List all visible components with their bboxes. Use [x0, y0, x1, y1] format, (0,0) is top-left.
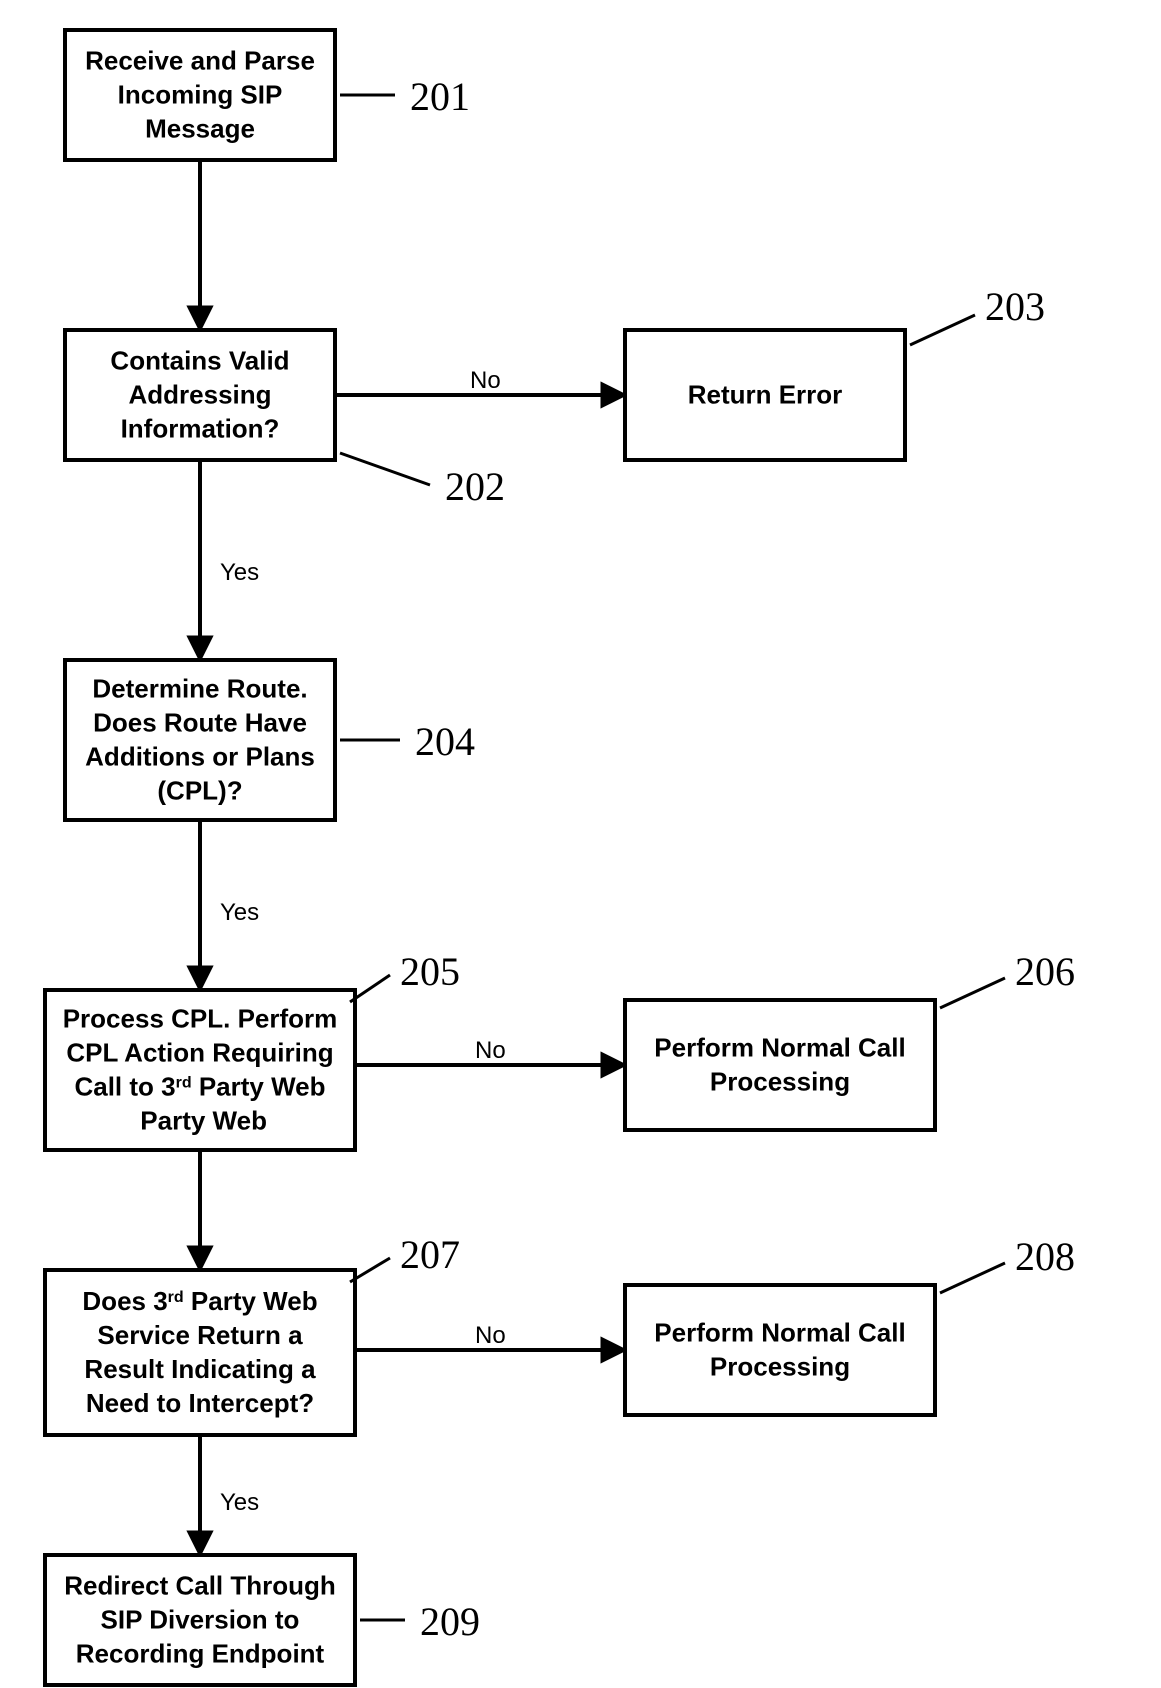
ref-leader-n206 — [940, 978, 1005, 1008]
ref-number-n209: 209 — [420, 1599, 480, 1644]
edge-label-n202-n203: No — [470, 367, 501, 394]
ref-number-n206: 206 — [1015, 949, 1075, 994]
node-n201: Receive and ParseIncoming SIPMessage201 — [65, 30, 470, 160]
node-n205: Process CPL. PerformCPL Action Requiring… — [45, 949, 460, 1150]
ref-number-n205: 205 — [400, 949, 460, 994]
ref-number-n204: 204 — [415, 719, 475, 764]
node-n208: Perform Normal CallProcessing208 — [625, 1234, 1075, 1415]
node-n206: Perform Normal CallProcessing206 — [625, 949, 1075, 1130]
node-n207: Does 3rd Party WebService Return aResult… — [45, 1232, 460, 1435]
ref-number-n202: 202 — [445, 464, 505, 509]
edge-label-n207-n209: Yes — [220, 1489, 259, 1516]
node-n203: Return Error 203 — [625, 284, 1045, 460]
node-label-n202: Contains ValidAddressingInformation? — [110, 346, 289, 444]
node-n202: Contains ValidAddressingInformation? 202 — [65, 330, 505, 509]
ref-number-n203: 203 — [985, 284, 1045, 329]
edge-label-n204-n205: Yes — [220, 899, 259, 926]
edge-label-n207-n208: No — [475, 1322, 506, 1349]
ref-leader-n202 — [340, 453, 430, 485]
ref-number-n207: 207 — [400, 1232, 460, 1277]
node-label-n203: Return Error — [688, 380, 843, 410]
node-n204: Determine Route.Does Route HaveAdditions… — [65, 660, 475, 820]
node-label-n209: Redirect Call ThroughSIP Diversion toRec… — [64, 1571, 336, 1669]
ref-leader-n203 — [910, 315, 975, 345]
ref-number-n201: 201 — [410, 74, 470, 119]
node-n209: Redirect Call ThroughSIP Diversion toRec… — [45, 1555, 480, 1685]
edge-label-n202-n204: Yes — [220, 559, 259, 586]
ref-number-n208: 208 — [1015, 1234, 1075, 1279]
ref-leader-n208 — [940, 1263, 1005, 1293]
flowchart-canvas: No Yes Yes No No Yes Receive and ParseIncoming… — [0, 0, 1161, 1688]
edge-label-n205-n206: No — [475, 1037, 506, 1064]
